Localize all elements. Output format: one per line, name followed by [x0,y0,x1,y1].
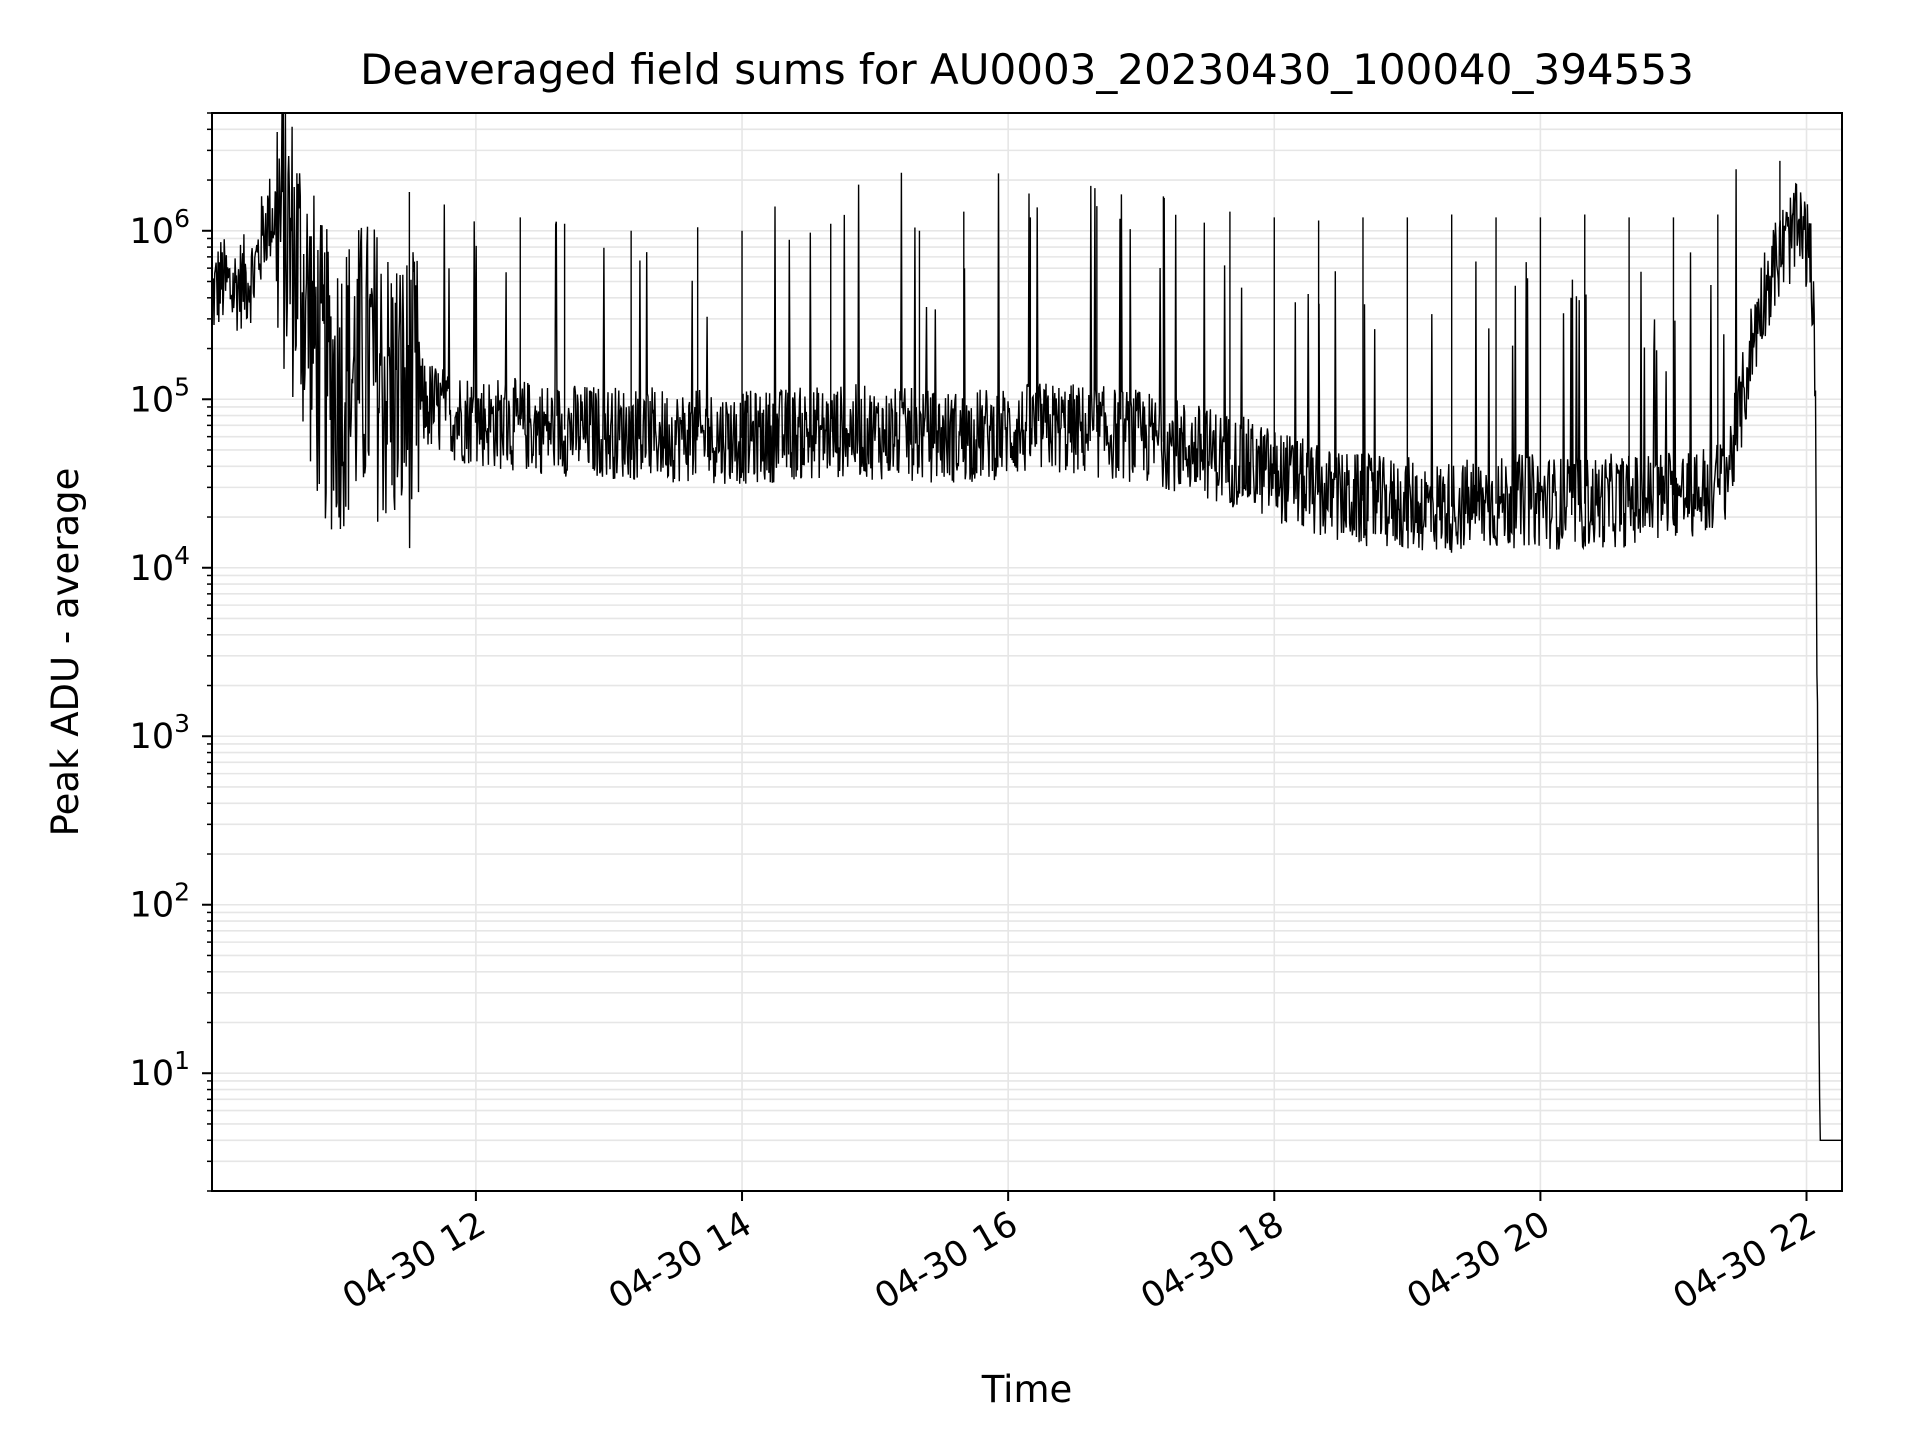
y-tick-label: 104 [130,541,190,589]
y-axis: 101 102 103 104 105 106 [130,112,212,1192]
x-axis-label: Time [981,1368,1073,1411]
series-line [211,112,1842,1141]
y-tick-label: 105 [130,372,190,420]
y-axis-label: Peak ADU - average [44,468,87,837]
y-tick-label: 101 [130,1046,190,1094]
plot-area [211,112,1842,1141]
chart-title: Deaveraged field sums for AU0003_2023043… [360,45,1694,94]
y-tick-label: 102 [130,878,190,926]
axes-frame [211,112,1843,1192]
y-tick-label: 106 [130,204,190,252]
y-tick-label: 103 [130,709,190,757]
